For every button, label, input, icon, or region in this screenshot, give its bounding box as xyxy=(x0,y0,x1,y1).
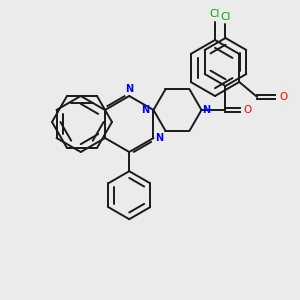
Text: N: N xyxy=(125,84,133,94)
Text: N: N xyxy=(141,105,149,115)
Text: Cl: Cl xyxy=(220,12,231,22)
Text: O: O xyxy=(243,105,251,115)
Text: Cl: Cl xyxy=(210,9,220,19)
Text: N: N xyxy=(155,133,164,143)
Text: N: N xyxy=(202,105,211,115)
Text: O: O xyxy=(279,92,287,102)
